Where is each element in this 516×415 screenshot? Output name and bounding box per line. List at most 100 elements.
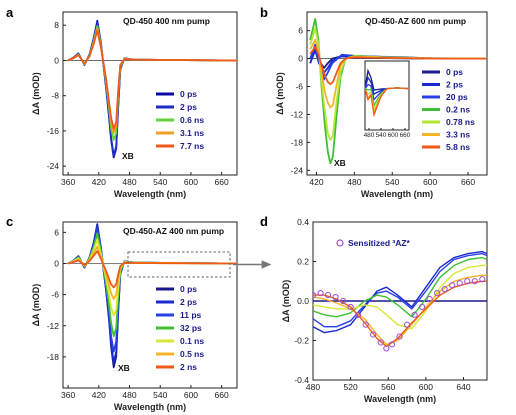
y-tick-label-c-6: 6 xyxy=(54,227,59,237)
legend-label-b-3: 0.2 ns xyxy=(446,105,470,115)
legend-label-c-6: 2 ns xyxy=(180,362,197,372)
data-point-d-19 xyxy=(449,282,456,289)
data-point-d-15 xyxy=(419,303,426,311)
y-tick-label-b-6: 6 xyxy=(298,26,303,36)
series-line-d-3 xyxy=(313,256,487,318)
inset-x-tick-label-540: 540 xyxy=(376,132,387,139)
legend-label-b-5: 3.3 ns xyxy=(446,130,470,140)
data-point-d-0 xyxy=(313,291,317,299)
y-axis-label-d: ΔA (mOD) xyxy=(281,280,291,323)
x-tick-label-a-480: 480 xyxy=(122,177,136,187)
data-point-d-3 xyxy=(332,293,339,301)
y-tick-label-b-0: 0 xyxy=(298,54,303,64)
x-tick-label-b-540: 540 xyxy=(385,177,399,187)
series-line-d-2 xyxy=(313,252,487,328)
y-tick-label-a-0: 0 xyxy=(54,55,59,65)
data-point-d-6 xyxy=(355,311,362,318)
panel-label-d: d xyxy=(260,214,268,229)
y-axis-label-b: ΔA (mOD) xyxy=(275,72,285,115)
legend-label-c-2: 11 ps xyxy=(180,310,202,320)
data-point-d-8 xyxy=(370,331,377,338)
y-axis-label-a: ΔA (mOD) xyxy=(31,72,41,115)
panel-d: d 480 520 560 600 640 0.4 0.2 0.0 -0.2 -0.4 Wavelen… xyxy=(260,214,488,404)
inset-x-tick-label-480: 480 xyxy=(364,132,375,139)
data-point-d-13 xyxy=(403,321,411,328)
x-tick-label-c-660: 660 xyxy=(215,390,229,400)
x-tick-label-a-420: 420 xyxy=(92,177,106,187)
plot-frame-b xyxy=(306,11,488,176)
x-tick-label-c-360: 360 xyxy=(61,390,75,400)
legend-label-b-1: 2 ps xyxy=(446,80,463,90)
series-line-d-1 xyxy=(313,250,487,334)
data-point-d-5 xyxy=(347,303,354,311)
panel-label-b: b xyxy=(260,5,268,20)
legend-label-c-3: 32 ps xyxy=(180,323,202,333)
plot-frame-a xyxy=(62,11,238,176)
series-group-b xyxy=(309,18,487,165)
panel-c: c 360 420 480 540 600 660 6 0 -6 -12 -18 Wavelength … xyxy=(6,214,272,412)
chart-title-c: QD-450-AZ 400 nm pump xyxy=(123,226,224,236)
data-point-d-20 xyxy=(456,280,463,287)
data-point-d-18 xyxy=(441,286,448,293)
y-tick-label-c--12: -12 xyxy=(47,321,60,331)
legend-label-a-1: 2 ps xyxy=(180,102,197,112)
x-tick-label-a-360: 360 xyxy=(61,177,75,187)
inset-frame-b xyxy=(364,60,410,131)
legend-label-c-0: 0 ps xyxy=(180,284,197,294)
legend-label-c-4: 0.1 ns xyxy=(180,336,204,346)
x-tick-label-a-540: 540 xyxy=(153,177,167,187)
x-tick-label-d-480: 480 xyxy=(306,382,320,392)
annotation-a: XB xyxy=(122,151,134,161)
x-tick-label-b-480: 480 xyxy=(347,177,361,187)
y-tick-label-b--18: -18 xyxy=(291,137,304,147)
x-tick-label-a-600: 600 xyxy=(184,177,198,187)
data-point-d-2 xyxy=(324,291,332,299)
data-point-d-22 xyxy=(471,278,478,285)
x-tick-label-a-660: 660 xyxy=(215,177,229,187)
y-tick-label-a-8: 8 xyxy=(54,20,59,30)
legend-label-b-2: 20 ps xyxy=(446,92,468,102)
data-point-d-1 xyxy=(317,290,324,297)
series-line-c-6 xyxy=(67,250,237,289)
inset-x-tick-label-600: 600 xyxy=(388,132,399,139)
y-tick-label-d--0.4: -0.4 xyxy=(294,375,309,385)
x-tick-label-c-540: 540 xyxy=(153,390,167,400)
series-group-c xyxy=(67,223,237,369)
y-tick-label-b--24: -24 xyxy=(291,165,304,175)
x-tick-label-c-480: 480 xyxy=(122,390,136,400)
chart-title-a: QD-450 400 nm pump xyxy=(123,16,210,26)
legend-marker-d xyxy=(336,239,344,247)
series-group-d xyxy=(313,250,487,352)
x-tick-label-d-520: 520 xyxy=(344,382,358,392)
x-axis-label-a: Wavelength (nm) xyxy=(114,189,186,199)
inset-b: 480 540 600 660 xyxy=(364,60,411,139)
legend-label-a-2: 0.6 ns xyxy=(180,115,204,125)
x-axis-label-b: Wavelength (nm) xyxy=(361,189,433,199)
legend-label-c-5: 0.5 ns xyxy=(180,349,204,359)
series-group-a xyxy=(67,19,237,159)
legend-label-b-4: 0.78 ns xyxy=(446,117,475,127)
legend-label-b-0: 0 ps xyxy=(446,67,463,77)
series-line-b-6 xyxy=(309,46,487,86)
annotation-c: XB xyxy=(118,363,130,373)
x-tick-label-c-600: 600 xyxy=(184,390,198,400)
data-point-d-16 xyxy=(426,295,433,303)
y-tick-label-d--0.2: -0.2 xyxy=(294,336,309,346)
x-axis-label-d: Wavelength (nm) xyxy=(364,394,436,404)
data-point-d-23 xyxy=(479,276,486,283)
y-tick-label-a--24: -24 xyxy=(47,161,60,171)
y-tick-label-b--12: -12 xyxy=(291,109,304,119)
x-tick-label-d-600: 600 xyxy=(419,382,433,392)
y-tick-label-a--8: -8 xyxy=(51,91,59,101)
y-axis-label-c: ΔA (mOD) xyxy=(31,284,41,327)
legend-label-a-3: 3.1 ns xyxy=(180,128,204,138)
series-line-d-4 xyxy=(313,264,487,330)
inset-x-tick-label-660: 660 xyxy=(400,132,411,139)
x-tick-label-b-600: 600 xyxy=(423,177,437,187)
y-tick-label-b--6: -6 xyxy=(295,82,303,92)
y-tick-label-d-0: 0.0 xyxy=(297,296,309,306)
series-line-d-5 xyxy=(313,274,487,346)
y-tick-label-c-0: 0 xyxy=(54,259,59,269)
data-point-d-10 xyxy=(383,345,390,352)
